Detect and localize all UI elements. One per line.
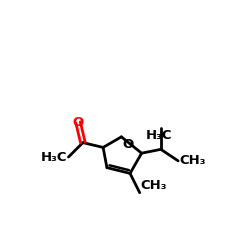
Text: CH₃: CH₃ <box>179 154 206 168</box>
Text: H₃C: H₃C <box>146 129 172 142</box>
Text: H₃C: H₃C <box>41 150 68 164</box>
Text: CH₃: CH₃ <box>141 179 167 192</box>
Text: O: O <box>72 116 84 129</box>
Text: O: O <box>122 138 134 151</box>
